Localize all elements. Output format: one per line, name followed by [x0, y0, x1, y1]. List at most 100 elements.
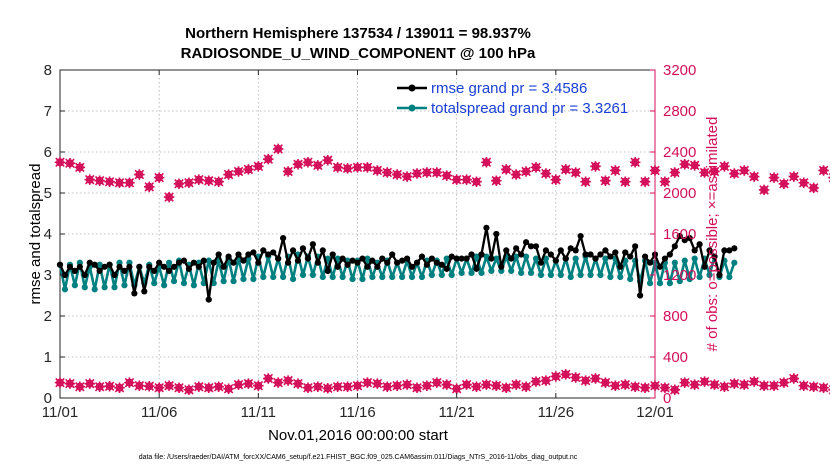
obs-assimilated-point [669, 167, 681, 178]
rmse-point [205, 296, 212, 303]
rmse-point [498, 263, 505, 270]
obs-assimilated-point [431, 377, 443, 388]
totalspread-point [483, 253, 490, 260]
rmse-point [225, 253, 232, 260]
rmse-point [294, 257, 302, 264]
obs-assimilated-point [134, 380, 145, 391]
obs-assimilated-point [203, 175, 214, 186]
totalspread-point [627, 276, 634, 283]
obs-assimilated-point [213, 176, 224, 187]
rmse-point [448, 253, 455, 260]
totalspread-point [91, 286, 98, 293]
obs-assimilated-point [530, 162, 542, 173]
obs-assimilated-point [163, 191, 175, 203]
rmse-point [518, 251, 525, 258]
rmse-point [230, 259, 237, 266]
obs-assimilated-point [709, 379, 720, 390]
rmse-point [116, 263, 123, 270]
obs-assimilated-point [481, 157, 492, 168]
rmse-point [632, 243, 639, 250]
rmse-point [141, 288, 148, 295]
rmse-point [195, 263, 202, 270]
rmse-point [473, 265, 480, 272]
x-tick-label: 11/21 [438, 404, 474, 421]
y-tick-label: 3 [44, 267, 52, 284]
obs-assimilated-point [441, 170, 452, 181]
totalspread-point [260, 273, 267, 281]
totalspread-point [448, 271, 455, 279]
totalspread-point [572, 255, 579, 262]
totalspread-point [518, 269, 525, 277]
obs-assimilated-point [510, 379, 522, 390]
obs-assimilated-point [292, 159, 304, 170]
totalspread-point [478, 269, 485, 277]
obs-assimilated-point [263, 153, 274, 165]
right-axis-ticks: 0 400 800 1200 1600 2000 2400 2800 3200 [650, 62, 696, 407]
obs-assimilated-point [530, 376, 542, 387]
obs-assimilated-point [719, 161, 730, 172]
totalspread-point [161, 282, 168, 289]
obs-assimilated-point [610, 380, 621, 391]
obs-assimilated-point [163, 380, 175, 391]
totalspread-point [696, 273, 703, 281]
totalspread-point [508, 267, 515, 274]
rmse-point [711, 253, 718, 260]
obs-assimilated-point [729, 378, 740, 389]
obs-assimilated-point [570, 167, 581, 178]
obs-assimilated-point [253, 380, 264, 391]
rmse-point [681, 237, 688, 244]
rmse-point [314, 259, 321, 266]
totalspread-point [71, 282, 78, 289]
obs-assimilated-point [144, 181, 155, 193]
obs-assimilated-point [382, 167, 393, 178]
obs-assimilated-point [748, 171, 760, 182]
totalspread-point [379, 273, 386, 281]
obs-assimilated-point [322, 154, 333, 166]
obs-assimilated-point [778, 377, 790, 388]
obs-assimilated-point [193, 381, 205, 392]
rmse-point [418, 253, 426, 260]
totalspread-point [597, 271, 604, 279]
totalspread-point [567, 273, 574, 281]
rmse-point [537, 259, 545, 266]
rmse-point [612, 249, 619, 256]
obs-assimilated-point [272, 143, 284, 155]
rmse-point [170, 263, 178, 270]
data-file-footer: data file: /Users/raeder/DAI/ATM_forcXX/… [139, 454, 578, 461]
obs-assimilated-point [758, 184, 770, 196]
rmse-point [175, 259, 183, 266]
rmse-point [562, 255, 569, 262]
rmse-point [339, 255, 346, 262]
rmse-point [403, 255, 411, 262]
obs-assimilated-point [471, 381, 482, 392]
obs-assimilated-point [798, 177, 809, 188]
totalspread-point [96, 261, 103, 268]
totalspread-point [220, 278, 227, 285]
obs-assimilated-point [808, 381, 819, 392]
rmse-point [250, 249, 257, 256]
totalspread-point [309, 271, 316, 279]
totalspread-point [389, 273, 396, 281]
rmse-point [369, 257, 376, 264]
rmse-point [522, 239, 530, 246]
obs-assimilated-point [739, 379, 750, 390]
obs-assimilated-point [600, 377, 611, 388]
obs-assimilated-point [114, 177, 125, 188]
rmse-point [275, 255, 282, 262]
rmse-point [706, 247, 713, 254]
obs-assimilated-point [322, 383, 333, 394]
totalspread-point [607, 273, 614, 281]
obs-assimilated-point [629, 381, 641, 392]
obs-assimilated-point [263, 373, 274, 384]
rmse-point [666, 251, 673, 258]
rmse-point [582, 251, 589, 258]
obs-assimilated-point [233, 166, 244, 177]
rmse-point [552, 257, 559, 264]
rmse-point [106, 261, 113, 268]
rmse-point [280, 235, 287, 242]
totalspread-point [359, 276, 366, 283]
totalspread-point [671, 259, 678, 266]
obs-assimilated-point [183, 177, 195, 188]
rmse-point [190, 259, 197, 266]
obs-counts-upper [54, 143, 830, 203]
